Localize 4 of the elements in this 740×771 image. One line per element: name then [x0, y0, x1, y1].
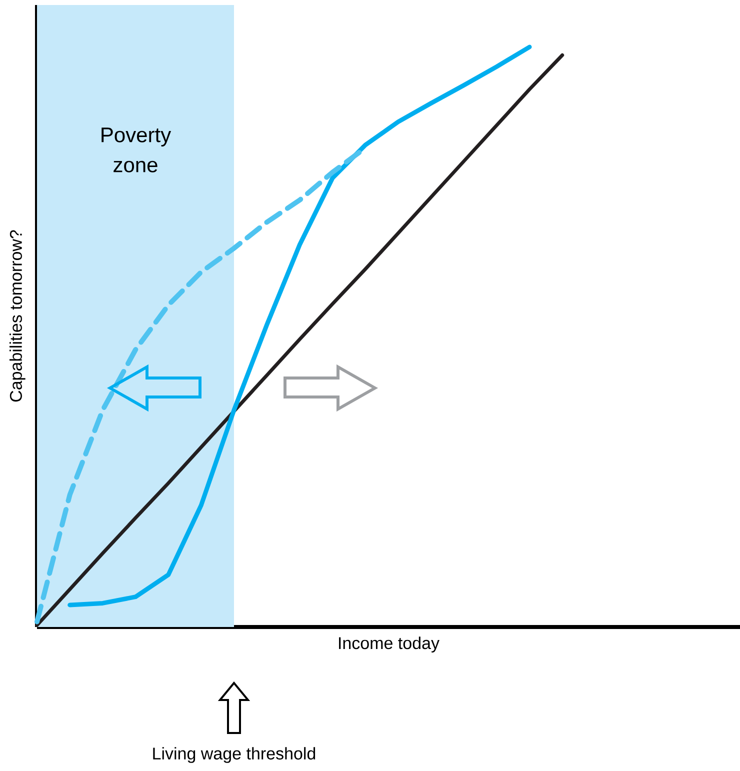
- y-axis-title: Capabilities tomorrow?: [9, 230, 26, 402]
- text: Living wage threshold: [153, 747, 316, 763]
- x-axis-title: Income today: [339, 636, 440, 653]
- annotation: Poverty zone: [102, 128, 172, 172]
